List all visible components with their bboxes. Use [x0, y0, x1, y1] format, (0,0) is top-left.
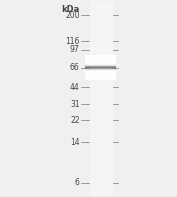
Text: 44: 44	[70, 83, 80, 92]
Text: 97: 97	[70, 45, 80, 54]
Text: 31: 31	[70, 100, 80, 109]
Text: 6: 6	[75, 178, 80, 187]
Text: 14: 14	[70, 138, 80, 147]
Text: kDa: kDa	[61, 5, 80, 14]
Text: 66: 66	[70, 63, 80, 72]
Text: 22: 22	[70, 116, 80, 125]
Text: 116: 116	[65, 37, 80, 46]
Text: 200: 200	[65, 10, 80, 20]
Bar	[90, 1, 113, 196]
